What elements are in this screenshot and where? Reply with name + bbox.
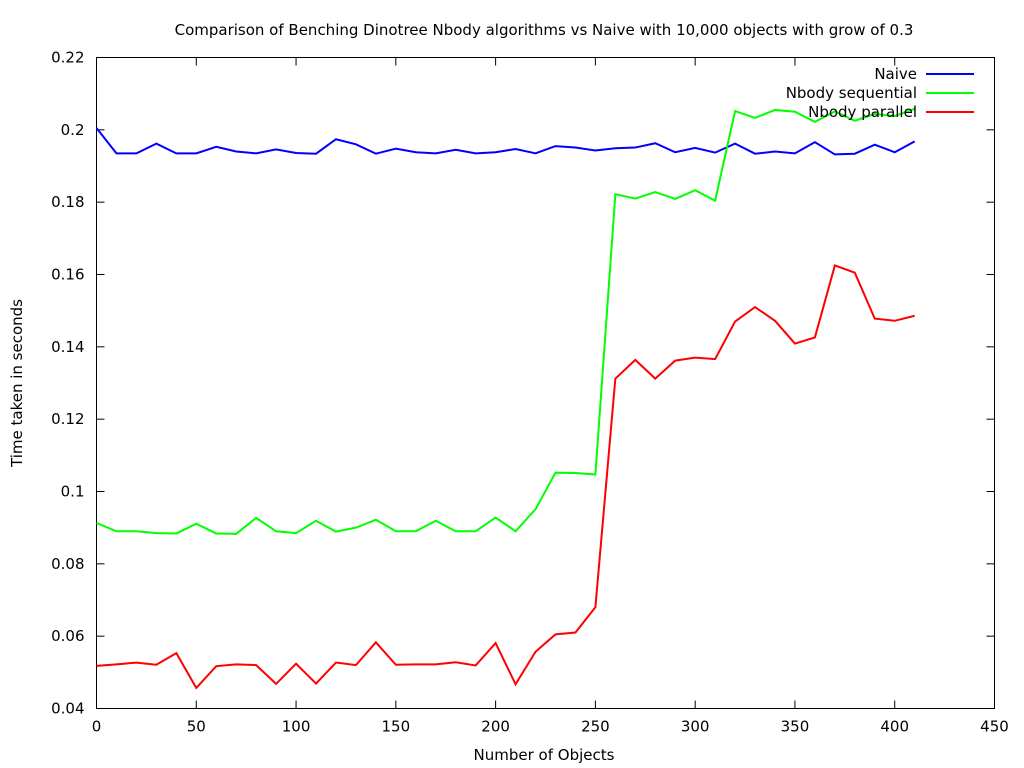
plot-frame bbox=[96, 57, 995, 709]
y-tick-label: 0.16 bbox=[51, 266, 84, 284]
y-axis-label: Time taken in seconds bbox=[8, 299, 26, 468]
legend-label: Nbody parallel bbox=[808, 103, 917, 121]
legend-label: Nbody sequential bbox=[786, 84, 917, 102]
x-tick-label: 350 bbox=[781, 718, 810, 736]
x-tick-label: 50 bbox=[187, 718, 206, 736]
legend-label: Naive bbox=[874, 65, 917, 83]
chart-title: Comparison of Benching Dinotree Nbody al… bbox=[175, 21, 914, 39]
y-axis: 0.04 0.06 0.08 0.1 0.12 0.14 0.16 0.18 0.2 0.22 bbox=[51, 49, 995, 718]
y-tick-label: 0.12 bbox=[51, 410, 84, 428]
x-tick-label: 250 bbox=[581, 718, 610, 736]
y-tick-label: 0.04 bbox=[51, 700, 84, 718]
x-tick-label: 100 bbox=[282, 718, 311, 736]
y-tick-label: 0.18 bbox=[51, 193, 84, 211]
x-tick-label: 0 bbox=[92, 718, 102, 736]
y-tick-label: 0.06 bbox=[51, 627, 84, 645]
x-tick-label: 150 bbox=[382, 718, 411, 736]
x-tick-label: 400 bbox=[880, 718, 909, 736]
x-axis-label: Number of Objects bbox=[474, 746, 615, 764]
y-tick-label: 0.2 bbox=[61, 121, 85, 139]
x-axis: 0 50 100 150 200 250 300 350 400 450 bbox=[92, 57, 1009, 736]
y-tick-label: 0.08 bbox=[51, 555, 84, 573]
x-tick-label: 200 bbox=[481, 718, 510, 736]
x-tick-label: 300 bbox=[681, 718, 710, 736]
series-line-nbody-sequential bbox=[96, 107, 916, 535]
series-layer bbox=[95, 107, 916, 690]
x-tick-label: 450 bbox=[980, 718, 1009, 736]
y-tick-label: 0.1 bbox=[61, 483, 85, 501]
y-tick-label: 0.22 bbox=[51, 49, 84, 67]
series-line-naive bbox=[95, 127, 916, 156]
series-line-nbody-parallel bbox=[96, 264, 915, 690]
y-tick-label: 0.14 bbox=[51, 338, 84, 356]
